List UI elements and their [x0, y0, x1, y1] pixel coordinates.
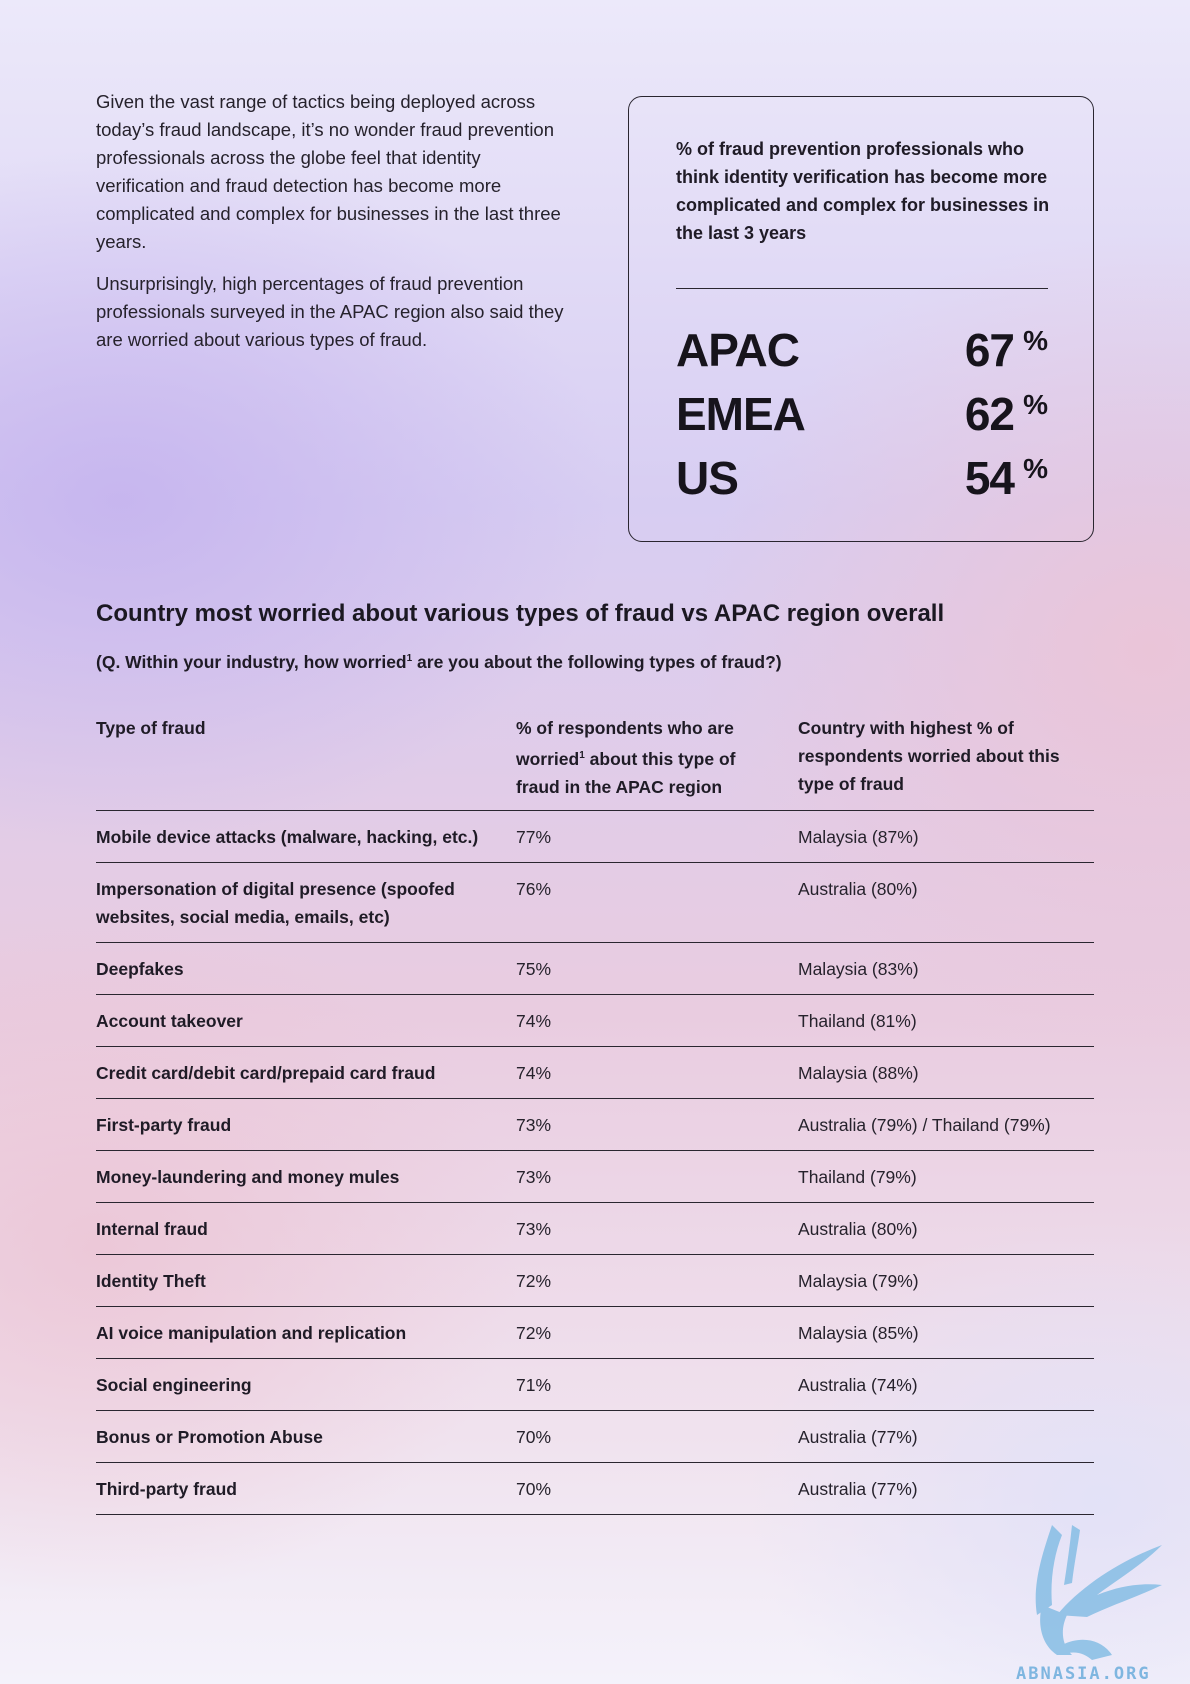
- cell-fraud-type: Credit card/debit card/prepaid card frau…: [96, 1063, 436, 1083]
- cell-apac-pct: 70%: [516, 1427, 552, 1447]
- stat-unit: %: [1023, 325, 1048, 356]
- cell-top-country: Australia (80%): [798, 1219, 918, 1239]
- cell-fraud-type: Third-party fraud: [96, 1479, 237, 1499]
- stat-value: 67: [964, 324, 1015, 376]
- stat-value: 54: [964, 452, 1015, 504]
- header-apac-pct: % of respondents who are worried1 about …: [516, 714, 766, 801]
- header-type: Type of fraud: [96, 718, 206, 738]
- cell-fraud-type: Mobile device attacks (malware, hacking,…: [96, 827, 479, 847]
- cell-top-country: Thailand (79%): [798, 1167, 917, 1187]
- stat-row-apac: APAC 67 %: [676, 323, 1048, 383]
- table-body: Mobile device attacks (malware, hacking,…: [96, 811, 1094, 1515]
- cell-fraud-type: Money-laundering and money mules: [96, 1167, 400, 1187]
- cell-apac-pct: 71%: [516, 1375, 552, 1395]
- cell-top-country: Australia (77%): [798, 1479, 918, 1499]
- stat-region-label: EMEA: [676, 388, 806, 440]
- cell-fraud-type: Social engineering: [96, 1375, 252, 1395]
- cell-apac-pct: 74%: [516, 1063, 552, 1083]
- table-row: Credit card/debit card/prepaid card frau…: [96, 1047, 1094, 1099]
- griffin-logo-icon: [1035, 1525, 1162, 1660]
- table-row: Money-laundering and money mules 73% Thail…: [96, 1151, 1094, 1203]
- stat-value: 62: [964, 388, 1015, 440]
- table-header-row: Type of fraud % of respondents who are w…: [96, 714, 1094, 811]
- table-row: Social engineering 71% Australia (74%): [96, 1359, 1094, 1411]
- cell-apac-pct: 74%: [516, 1011, 552, 1031]
- section-title: Country most worried about various types…: [96, 600, 945, 627]
- cell-fraud-type: Bonus or Promotion Abuse: [96, 1427, 323, 1447]
- header-apac-pct-text-b: about this type of fraud in the APAC reg…: [516, 748, 736, 797]
- cell-apac-pct: 76%: [516, 879, 552, 899]
- table-row: Deepfakes 75% Malaysia (83%): [96, 943, 1094, 995]
- cell-top-country: Malaysia (87%): [798, 827, 919, 847]
- table-row: Identity Theft 72% Malaysia (79%): [96, 1255, 1094, 1307]
- table-row: AI voice manipulation and replication 72%…: [96, 1307, 1094, 1359]
- cell-fraud-type: Identity Theft: [96, 1271, 206, 1291]
- stat-box-heading: % of fraud prevention professionals who …: [676, 139, 1050, 243]
- stat-unit: %: [1023, 453, 1048, 484]
- cell-top-country: Malaysia (79%): [798, 1271, 919, 1291]
- table-row: Impersonation of digital presence (spoof…: [96, 863, 1094, 943]
- table-row: Third-party fraud 70% Australia (77%): [96, 1463, 1094, 1515]
- question-text-b: are you about the following types of fra…: [412, 652, 782, 672]
- stat-row-us: US 54 %: [676, 451, 1048, 511]
- cell-apac-pct: 72%: [516, 1323, 552, 1343]
- cell-fraud-type: Account takeover: [96, 1011, 243, 1031]
- stat-unit: %: [1023, 389, 1048, 420]
- cell-top-country: Australia (74%): [798, 1375, 918, 1395]
- table-row: Bonus or Promotion Abuse 70% Australia (77…: [96, 1411, 1094, 1463]
- cell-fraud-type: Impersonation of digital presence (spoof…: [96, 879, 455, 927]
- cell-apac-pct: 70%: [516, 1479, 552, 1499]
- cell-apac-pct: 77%: [516, 827, 552, 847]
- cell-apac-pct: 73%: [516, 1219, 552, 1239]
- intro-text: Given the vast range of tactics being de…: [96, 88, 566, 368]
- intro-paragraph-1: Given the vast range of tactics being de…: [96, 91, 561, 252]
- section-question: (Q. Within your industry, how worried1 a…: [96, 652, 782, 673]
- cell-fraud-type: Internal fraud: [96, 1219, 208, 1239]
- question-text-a: (Q. Within your industry, how worried: [96, 652, 407, 672]
- table-row: First-party fraud 73% Australia (79%) / Th…: [96, 1099, 1094, 1151]
- cell-apac-pct: 75%: [516, 959, 552, 979]
- footnote-marker: 1: [406, 653, 413, 665]
- cell-fraud-type: AI voice manipulation and replication: [96, 1323, 407, 1343]
- cell-top-country: Australia (80%): [798, 879, 918, 899]
- fraud-table: Type of fraud % of respondents who are w…: [96, 714, 1094, 1515]
- footnote-marker: 1: [579, 750, 585, 761]
- table-row: Account takeover 74% Thailand (81%): [96, 995, 1094, 1047]
- cell-top-country: Thailand (81%): [798, 1011, 917, 1031]
- intro-paragraph-2: Unsurprisingly, high percentages of frau…: [96, 273, 564, 350]
- stat-region-label: APAC: [676, 324, 800, 376]
- watermark-text: ABNASIA.ORG: [1016, 1664, 1151, 1684]
- cell-top-country: Malaysia (85%): [798, 1323, 919, 1343]
- header-apac-pct-text-a: % of respondents who are worried: [516, 718, 734, 769]
- cell-top-country: Australia (77%): [798, 1427, 918, 1447]
- cell-apac-pct: 73%: [516, 1167, 552, 1187]
- stat-region-label: US: [676, 452, 739, 504]
- cell-apac-pct: 72%: [516, 1271, 552, 1291]
- header-country: Country with highest % of respondents wo…: [798, 718, 1060, 794]
- cell-fraud-type: Deepfakes: [96, 959, 184, 979]
- cell-top-country: Australia (79%) / Thailand (79%): [798, 1115, 1051, 1135]
- stat-box-divider: [676, 288, 1048, 289]
- cell-top-country: Malaysia (88%): [798, 1063, 919, 1083]
- table-row: Mobile device attacks (malware, hacking,…: [96, 811, 1094, 863]
- cell-fraud-type: First-party fraud: [96, 1115, 232, 1135]
- cell-top-country: Malaysia (83%): [798, 959, 919, 979]
- table-row: Internal fraud 73% Australia (80%): [96, 1203, 1094, 1255]
- stat-box: % of fraud prevention professionals who …: [628, 96, 1094, 542]
- stat-row-emea: EMEA 62 %: [676, 387, 1048, 447]
- cell-apac-pct: 73%: [516, 1115, 552, 1135]
